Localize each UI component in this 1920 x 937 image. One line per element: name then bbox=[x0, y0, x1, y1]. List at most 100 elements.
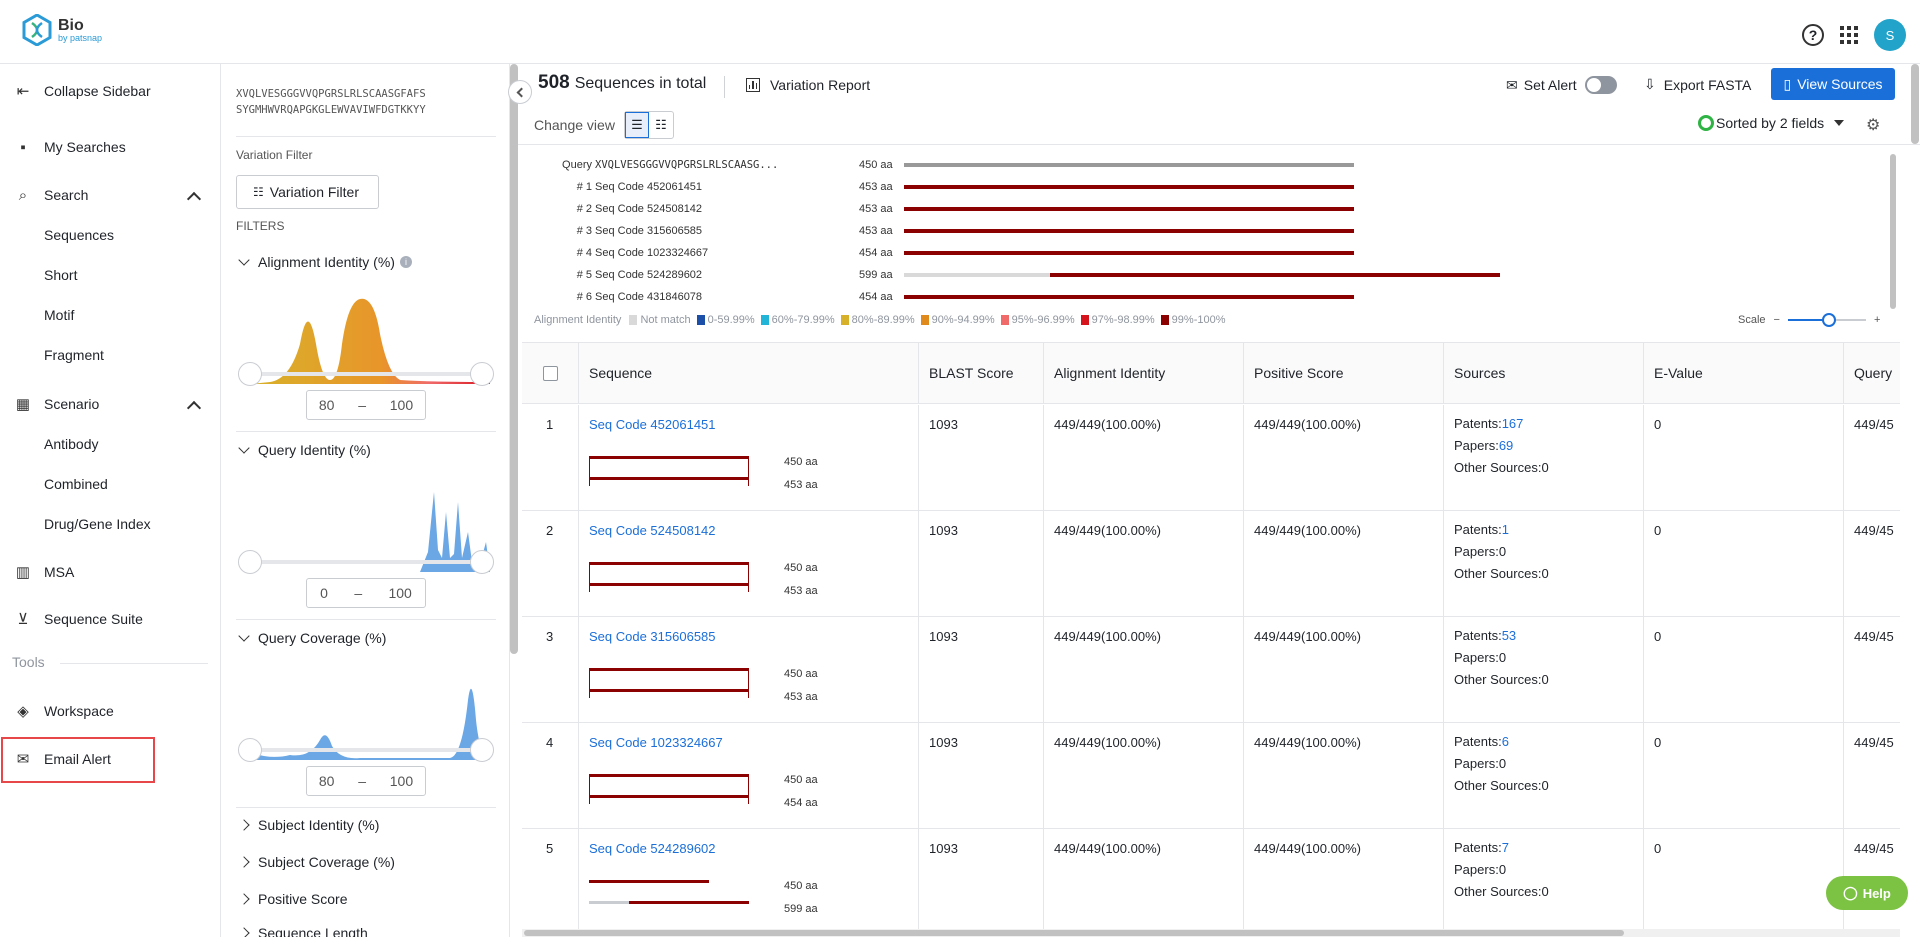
table-horizontal-scrollbar[interactable] bbox=[522, 929, 1900, 937]
scale-slider-handle[interactable] bbox=[1822, 313, 1836, 327]
variation-report-button[interactable]: Variation Report bbox=[746, 77, 870, 93]
apps-grid-icon[interactable] bbox=[1840, 26, 1858, 44]
column-header-alignment-identity[interactable]: Alignment Identity bbox=[1044, 343, 1244, 404]
query-coverage-min-handle[interactable] bbox=[238, 738, 262, 762]
patents-count-link[interactable]: 167 bbox=[1502, 416, 1524, 431]
sidebar-item-sequences[interactable]: Sequences bbox=[44, 227, 114, 243]
variation-filter-button[interactable]: ☷ Variation Filter bbox=[236, 175, 379, 209]
filter-subject-coverage-toggle[interactable]: Subject Coverage (%) bbox=[240, 854, 395, 870]
patents-count-link[interactable]: 53 bbox=[1502, 628, 1516, 643]
set-alert-toggle[interactable] bbox=[1585, 76, 1617, 94]
row-number[interactable]: 2 bbox=[522, 511, 579, 617]
column-header-blast-score[interactable]: BLAST Score bbox=[919, 343, 1044, 404]
alignment-row-name[interactable]: Seq Code 315606585 bbox=[595, 225, 702, 237]
sidebar-item-antibody[interactable]: Antibody bbox=[44, 436, 98, 452]
alignment-scrollbar[interactable] bbox=[1890, 154, 1896, 309]
sort-dropdown[interactable]: Sorted by 2 fields bbox=[1698, 115, 1844, 131]
bio-logo-icon bbox=[22, 14, 52, 46]
patents-count-link[interactable]: 7 bbox=[1502, 840, 1509, 855]
sidebar-item-msa[interactable]: ▥ MSA bbox=[14, 560, 74, 584]
filter-subject-identity-toggle[interactable]: Subject Identity (%) bbox=[240, 817, 379, 833]
range-min[interactable]: 80 bbox=[319, 397, 335, 413]
sidebar-item-my-searches[interactable]: ▪ My Searches bbox=[14, 135, 126, 159]
scale-slider[interactable] bbox=[1788, 319, 1866, 321]
alignment-identity-range[interactable]: 80 – 100 bbox=[306, 390, 426, 420]
alignment-identity-slider-track[interactable] bbox=[250, 372, 482, 376]
alignment-row-name[interactable]: Seq Code 431846078 bbox=[595, 291, 702, 303]
range-min[interactable]: 0 bbox=[320, 585, 328, 601]
collapse-filter-panel-button[interactable] bbox=[508, 80, 532, 104]
chevron-up-icon[interactable] bbox=[187, 401, 201, 415]
sidebar-item-sequence-suite[interactable]: ⊻ Sequence Suite bbox=[14, 607, 143, 631]
column-header-positive-score[interactable]: Positive Score bbox=[1244, 343, 1444, 404]
filter-query-coverage-toggle[interactable]: Query Coverage (%) bbox=[240, 630, 386, 646]
help-button[interactable]: ◯ Help bbox=[1826, 876, 1908, 910]
column-header-query[interactable]: Query bbox=[1844, 343, 1900, 404]
query-coverage-range[interactable]: 80 – 100 bbox=[306, 766, 426, 796]
chevron-up-icon[interactable] bbox=[187, 192, 201, 206]
query-identity-slider-track[interactable] bbox=[250, 560, 482, 564]
zoom-out-icon[interactable]: − bbox=[1774, 314, 1780, 326]
collapse-sidebar-button[interactable]: ⇤ Collapse Sidebar bbox=[14, 79, 151, 103]
sequence-link[interactable]: Seq Code 452061451 bbox=[589, 417, 716, 432]
query-identity-min-handle[interactable] bbox=[238, 550, 262, 574]
filter-panel-scrollbar[interactable] bbox=[510, 64, 518, 654]
page-scrollbar[interactable] bbox=[1911, 64, 1919, 144]
gear-icon[interactable]: ⚙ bbox=[1866, 115, 1880, 135]
query-coverage-max-handle[interactable] bbox=[470, 738, 494, 762]
sidebar-item-short[interactable]: Short bbox=[44, 267, 77, 283]
detail-view-icon[interactable]: ☷ bbox=[649, 112, 673, 138]
export-fasta-button[interactable]: ⇩ Export FASTA bbox=[1644, 76, 1751, 93]
alignment-row-name[interactable]: Seq Code 452061451 bbox=[595, 181, 702, 193]
sources-cell: Patents:167 Papers:69 Other Sources:0 bbox=[1444, 405, 1644, 511]
view-sources-button[interactable]: ▯ View Sources bbox=[1771, 68, 1895, 100]
alignment-row-name[interactable]: Seq Code 524508142 bbox=[595, 203, 702, 215]
query-identity-range[interactable]: 0 – 100 bbox=[306, 578, 426, 608]
sequence-link[interactable]: Seq Code 524289602 bbox=[589, 841, 716, 856]
filter-query-identity-toggle[interactable]: Query Identity (%) bbox=[240, 442, 371, 458]
column-header-e-value[interactable]: E-Value bbox=[1644, 343, 1844, 404]
sidebar-item-motif[interactable]: Motif bbox=[44, 307, 74, 323]
subject-mini-bar bbox=[629, 901, 749, 904]
column-header-sequence[interactable]: Sequence bbox=[579, 343, 919, 404]
sidebar-item-fragment[interactable]: Fragment bbox=[44, 347, 104, 363]
bio-logo[interactable]: Bio by patsnap bbox=[22, 14, 102, 46]
range-max[interactable]: 100 bbox=[388, 585, 411, 601]
patents-count-link[interactable]: 1 bbox=[1502, 522, 1509, 537]
scale-control: Scale − + bbox=[1738, 314, 1880, 326]
range-max[interactable]: 100 bbox=[390, 397, 413, 413]
alignment-row-name[interactable]: Seq Code 524289602 bbox=[595, 269, 702, 281]
sidebar-item-drug-gene-index[interactable]: Drug/Gene Index bbox=[44, 516, 151, 532]
patents-count-link[interactable]: 6 bbox=[1502, 734, 1509, 749]
query-identity-max-handle[interactable] bbox=[470, 550, 494, 574]
alignment-identity-max-handle[interactable] bbox=[470, 362, 494, 386]
query-coverage-slider-track[interactable] bbox=[250, 748, 482, 752]
sequence-link[interactable]: Seq Code 1023324667 bbox=[589, 735, 723, 750]
help-icon[interactable]: ? bbox=[1802, 24, 1824, 46]
row-number[interactable]: 3 bbox=[522, 617, 579, 723]
set-alert-control[interactable]: ✉ Set Alert bbox=[1506, 76, 1617, 94]
papers-count[interactable]: 69 bbox=[1499, 438, 1513, 453]
alignment-row-name[interactable]: Seq Code 1023324667 bbox=[595, 247, 708, 259]
row-number[interactable]: 4 bbox=[522, 723, 579, 829]
zoom-in-icon[interactable]: + bbox=[1874, 314, 1880, 326]
row-number[interactable]: 5 bbox=[522, 829, 579, 929]
sidebar-item-search[interactable]: ⌕ Search bbox=[14, 183, 88, 207]
select-all-checkbox[interactable] bbox=[543, 366, 558, 381]
sidebar-item-workspace[interactable]: ◈ Workspace bbox=[14, 699, 114, 723]
filter-positive-score-toggle[interactable]: Positive Score bbox=[240, 891, 347, 907]
info-icon[interactable]: i bbox=[400, 256, 412, 268]
sidebar-item-combined[interactable]: Combined bbox=[44, 476, 108, 492]
filter-sequence-length-toggle[interactable]: Sequence Length bbox=[240, 925, 368, 937]
range-min[interactable]: 80 bbox=[319, 773, 335, 789]
avatar[interactable]: S bbox=[1874, 19, 1906, 51]
column-header-sources[interactable]: Sources bbox=[1444, 343, 1644, 404]
list-view-icon[interactable]: ☰ bbox=[625, 112, 649, 138]
alignment-identity-min-handle[interactable] bbox=[238, 362, 262, 386]
row-number[interactable]: 1 bbox=[522, 405, 579, 511]
filter-alignment-identity-toggle[interactable]: Alignment Identity (%) i bbox=[240, 254, 412, 270]
range-max[interactable]: 100 bbox=[390, 773, 413, 789]
sequence-link[interactable]: Seq Code 524508142 bbox=[589, 523, 716, 538]
sequence-link[interactable]: Seq Code 315606585 bbox=[589, 629, 716, 644]
sidebar-item-scenario[interactable]: ▦ Scenario bbox=[14, 392, 99, 416]
